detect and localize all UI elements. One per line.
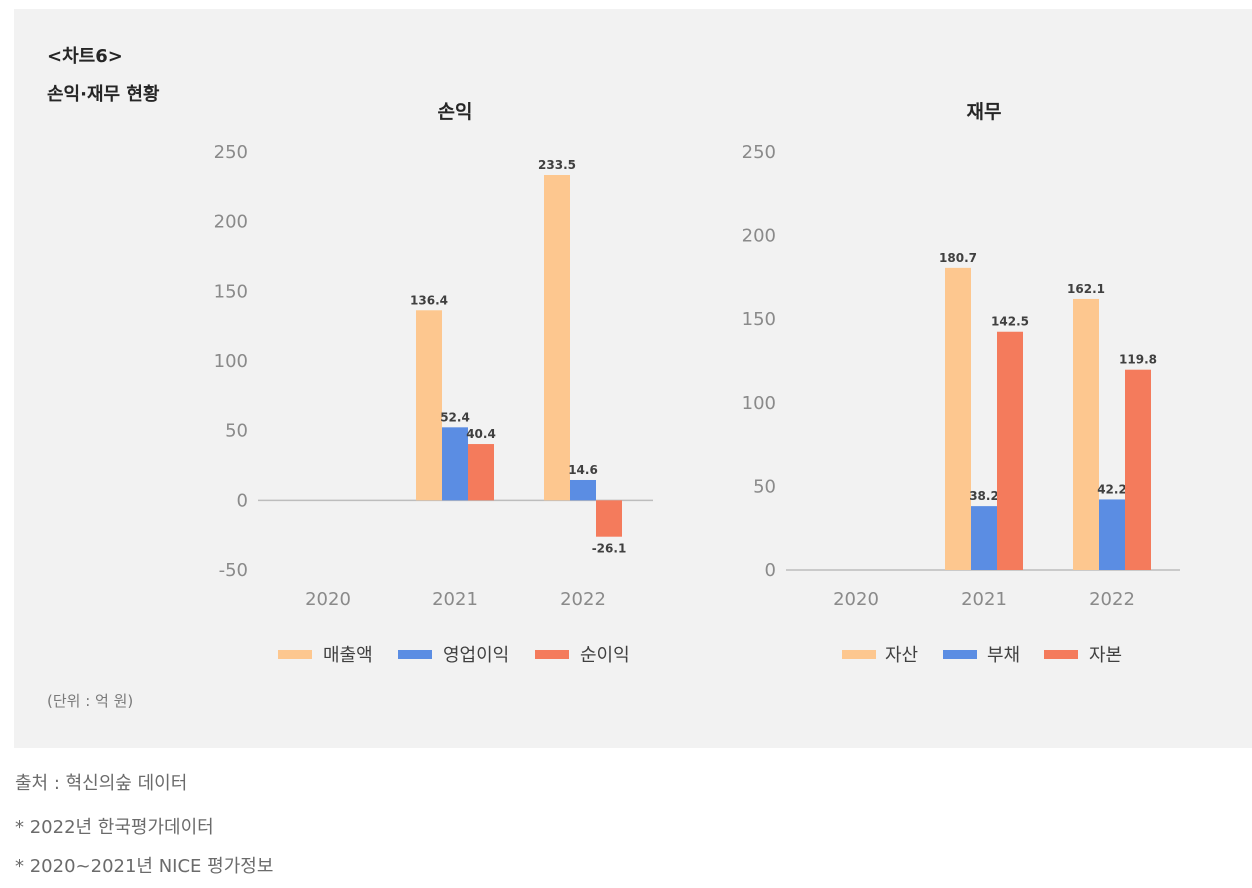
legend-swatch xyxy=(842,650,876,659)
source-note: 출처 : 혁신의숲 데이터 xyxy=(15,773,188,794)
x-tick-label: 2021 xyxy=(961,589,1007,610)
y-tick-label: 250 xyxy=(742,142,776,163)
y-tick-label: 150 xyxy=(742,309,776,330)
data-label: 136.4 xyxy=(410,293,448,307)
data-label: 142.5 xyxy=(991,315,1029,329)
bar xyxy=(1125,369,1151,570)
y-tick-label: 100 xyxy=(742,393,776,414)
data-label: 162.1 xyxy=(1067,282,1105,296)
y-tick-label: 50 xyxy=(753,476,776,497)
data-label: 119.8 xyxy=(1119,353,1157,367)
chart-number-label: <차트6> xyxy=(47,46,123,67)
chart-1: 손익 250 200 150 100 50 0 -50 2020 2021 2022 136.4 233… xyxy=(214,101,653,666)
data-label: -26.1 xyxy=(592,542,627,556)
data-label: 14.6 xyxy=(568,463,598,477)
y-tick-label: 250 xyxy=(214,142,248,163)
bar xyxy=(1099,499,1125,570)
legend-swatch xyxy=(278,650,312,659)
chart-panel xyxy=(14,9,1252,748)
y-tick-label: 200 xyxy=(214,212,248,233)
legend-label: 부채 xyxy=(987,645,1020,666)
data-label: 42.2 xyxy=(1097,482,1127,496)
bar xyxy=(442,427,468,501)
legend-label: 자산 xyxy=(885,645,918,666)
y-tick-label: 150 xyxy=(214,281,248,302)
legend-swatch xyxy=(943,650,977,659)
bar xyxy=(1073,298,1099,570)
data-label: 38.2 xyxy=(969,489,999,503)
y-tick-label: 100 xyxy=(214,351,248,372)
y-tick-label: 200 xyxy=(742,226,776,247)
legend-label: 순이익 xyxy=(580,645,630,666)
y-tick-label: 50 xyxy=(225,421,248,442)
footnote-2020-2021: * 2020~2021년 NICE 평가정보 xyxy=(15,856,274,877)
chart-title: 손익 xyxy=(438,101,473,123)
bar xyxy=(416,310,442,501)
bar xyxy=(945,267,971,570)
legend-label: 매출액 xyxy=(323,645,373,666)
legend-label: 자본 xyxy=(1089,645,1122,666)
x-tick-label: 2020 xyxy=(833,589,879,610)
data-label: 233.5 xyxy=(538,158,576,172)
x-tick-label: 2020 xyxy=(305,589,351,610)
data-label: 52.4 xyxy=(440,410,470,424)
data-label: 180.7 xyxy=(939,251,977,265)
chart-heading: 손익·재무 현황 xyxy=(47,84,160,105)
bar xyxy=(544,174,570,501)
y-tick-label: 0 xyxy=(765,560,776,581)
y-tick-label: 0 xyxy=(237,490,248,511)
legend-swatch xyxy=(1044,650,1078,659)
bar xyxy=(997,331,1023,570)
bar xyxy=(971,506,997,570)
data-label: 40.4 xyxy=(466,427,496,441)
legend-swatch xyxy=(398,650,432,659)
chart-title: 재무 xyxy=(967,101,1002,123)
bar xyxy=(468,444,494,501)
bar xyxy=(570,479,596,501)
legend-label: 영업이익 xyxy=(443,645,509,666)
x-tick-label: 2021 xyxy=(432,589,478,610)
unit-note: (단위 : 억 원) xyxy=(47,692,134,710)
chart-2: 재무 250 200 150 100 50 0 2020 2021 2022 180.7 162.1 3… xyxy=(742,101,1180,666)
legend-swatch xyxy=(535,650,569,659)
x-tick-label: 2022 xyxy=(1089,589,1135,610)
x-tick-label: 2022 xyxy=(560,589,606,610)
y-tick-label: -50 xyxy=(219,560,248,581)
footnote-2022: * 2022년 한국평가데이터 xyxy=(15,817,214,838)
bar xyxy=(596,500,622,537)
